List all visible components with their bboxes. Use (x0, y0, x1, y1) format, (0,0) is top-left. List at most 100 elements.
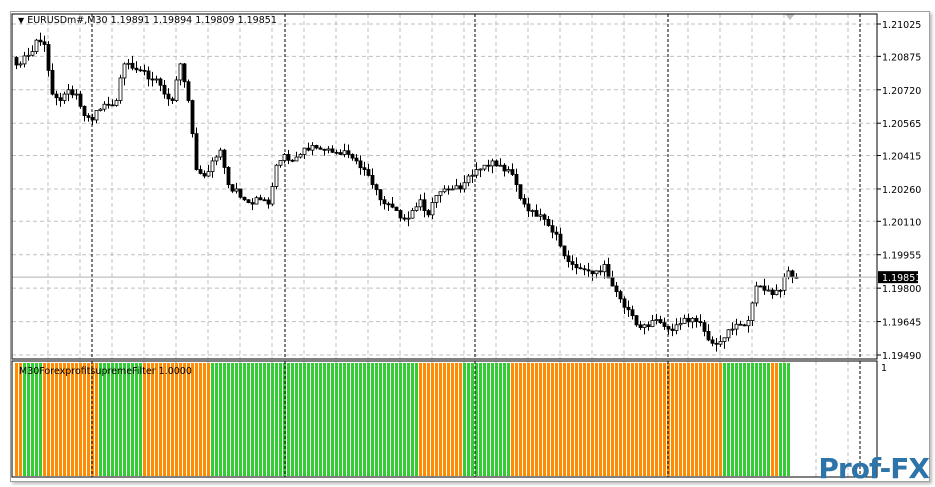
indicator-bar-green (747, 363, 750, 476)
candle-bear (38, 39, 43, 43)
indicator-bar-green (371, 363, 374, 476)
candle-bear (622, 298, 627, 308)
indicator-bar-orange (627, 363, 630, 476)
indicator-bar-orange (19, 363, 22, 476)
candle-bear (162, 84, 167, 95)
indicator-bar-orange (551, 363, 554, 476)
candle-bear (194, 133, 199, 170)
indicator-bar-green (411, 363, 414, 476)
price-axis-label: 1.19645 (882, 318, 921, 329)
indicator-bar-green (487, 363, 490, 476)
candle-bull (282, 154, 287, 161)
indicator-bar-orange (659, 363, 662, 476)
indicator-bar-orange (619, 363, 622, 476)
indicator-bar-green (283, 363, 286, 476)
chart-frame (10, 11, 930, 482)
indicator-bar-orange (631, 363, 634, 476)
candle-bear (714, 342, 719, 345)
candle-bear (550, 225, 555, 233)
indicator-bar-green (315, 363, 318, 476)
candle-bull (490, 160, 495, 167)
indicator-label: M30ForexprofitsupremeFilter 1.0000 (19, 366, 192, 377)
candle-bear (702, 322, 707, 332)
indicator-bar-orange (607, 363, 610, 476)
candle-bull (30, 51, 35, 56)
candle-bear (634, 315, 639, 326)
indicator-bar-green (271, 363, 274, 476)
candle-bear (494, 160, 499, 167)
indicator-bar-orange (571, 363, 574, 476)
candle-bear (546, 218, 551, 227)
candle-bear (90, 117, 95, 121)
indicator-bar-green (107, 363, 110, 476)
indicator-bar-green (327, 363, 330, 476)
candle-bull (726, 329, 731, 339)
candle-bull (682, 317, 687, 324)
candle-bear (222, 149, 227, 168)
indicator-bar-orange (187, 363, 190, 476)
candle-bear (510, 169, 515, 175)
candle-bull (98, 108, 103, 111)
candle-bear (534, 210, 539, 217)
candle-bull (270, 186, 275, 205)
indicator-bar-green (403, 363, 406, 476)
indicator-bar-orange (615, 363, 618, 476)
indicator-bar-orange (155, 363, 158, 476)
candle-bull (122, 63, 127, 79)
candle-bull (154, 78, 159, 81)
indicator-bar-green (219, 363, 222, 476)
indicator-bar-green (119, 363, 122, 476)
indicator-bar-green (263, 363, 266, 476)
candle-bear (314, 145, 319, 149)
candle-bear (230, 184, 235, 192)
candle-bull (178, 63, 183, 81)
indicator-bar-green (763, 363, 766, 476)
indicator-bar-green (727, 363, 730, 476)
candle-bear (554, 231, 559, 235)
candle-bear (366, 169, 371, 176)
indicator-bar-green (215, 363, 218, 476)
candle-bull (654, 319, 659, 321)
chart-menu-triangle-icon[interactable]: ▼ (18, 16, 25, 25)
indicator-bar-green (279, 363, 282, 476)
candle-bull (302, 147, 307, 155)
indicator-bar-orange (687, 363, 690, 476)
price-axis-label: 1.20720 (882, 86, 921, 97)
candle-bull (326, 148, 331, 151)
candle-bull (754, 285, 759, 304)
indicator-bar-green (407, 363, 410, 476)
price-axis-label: 1.20415 (882, 152, 921, 163)
indicator-bar-orange (95, 363, 98, 476)
candle-bear (186, 81, 191, 101)
indicator-bar-green (131, 363, 134, 476)
indicator-bar-orange (199, 363, 202, 476)
candle-bear (422, 199, 427, 212)
candle-bear (250, 202, 255, 205)
candle-bear (46, 44, 51, 71)
chart-shift-icon (785, 14, 795, 20)
indicator-bar-orange (55, 363, 58, 476)
candle-bear (378, 189, 383, 201)
chart-title: ▼ EURUSDm#,M30 1.19891 1.19894 1.19809 1… (18, 15, 277, 26)
candle-bull (214, 156, 219, 162)
indicator-bar-green (399, 363, 402, 476)
candle-bear (382, 199, 387, 205)
candle-bear (262, 199, 267, 202)
candle-bear (526, 203, 531, 212)
indicator-bar-orange (651, 363, 654, 476)
candle-bull (18, 63, 23, 66)
indicator-bar-green (767, 363, 770, 476)
candle-bull (298, 154, 303, 158)
candle-bear (630, 309, 635, 317)
indicator-bar-orange (455, 363, 458, 476)
indicator-bar-green (331, 363, 334, 476)
indicator-bar-orange (431, 363, 434, 476)
indicator-bar-orange (583, 363, 586, 476)
candle-bear (346, 150, 351, 155)
candle-bear (182, 63, 187, 83)
indicator-bar-orange (91, 363, 94, 476)
indicator-bar-green (379, 363, 382, 476)
candle-bear (130, 62, 135, 69)
candle-bull (218, 149, 223, 158)
